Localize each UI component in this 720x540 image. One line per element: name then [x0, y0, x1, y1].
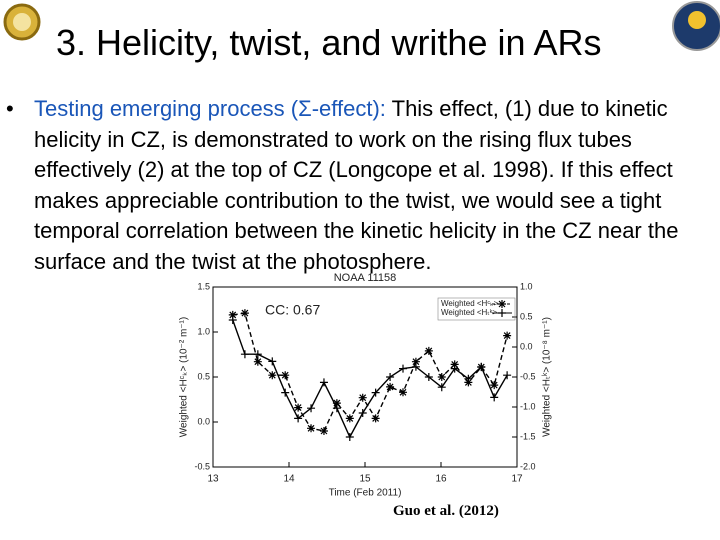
data-point — [268, 371, 277, 380]
data-point — [450, 364, 459, 373]
legend-label: Weighted <Hᶜₖ> — [441, 299, 499, 308]
data-point — [240, 350, 249, 359]
data-point — [371, 414, 380, 423]
bullet-label: Testing emerging process (Σ-effect): — [34, 96, 386, 121]
data-point — [386, 382, 395, 391]
data-point — [490, 393, 499, 402]
x-tick-label: 16 — [435, 474, 447, 485]
y-tick-label: 0.0 — [197, 416, 210, 426]
data-point — [253, 357, 262, 366]
y2-axis-label: Weighted <Hₜᵏ> (10⁻⁸ m⁻¹) — [542, 317, 553, 437]
data-point — [332, 399, 341, 408]
legend-marker — [498, 300, 506, 308]
caption: Guo et al. (2012) — [393, 503, 499, 519]
y-tick-label: 0.5 — [197, 371, 210, 381]
data-point — [319, 427, 328, 435]
y2-tick-label: 0.5 — [520, 311, 533, 321]
data-point — [294, 403, 303, 412]
data-point — [386, 373, 395, 381]
data-point — [240, 309, 249, 318]
data-point — [411, 357, 420, 366]
data-point — [228, 310, 237, 319]
series-line — [232, 312, 508, 432]
bullet-text: This effect, (1) due to kinetic helicity… — [34, 96, 679, 274]
data-point — [253, 350, 262, 359]
y2-tick-label: -1.5 — [520, 431, 536, 441]
data-point — [477, 362, 486, 371]
data-point — [424, 346, 433, 355]
y-tick-label: 1.5 — [197, 281, 210, 291]
y2-tick-label: -2.0 — [520, 461, 536, 471]
y2-tick-label: 1.0 — [520, 281, 533, 291]
y2-tick-label: -1.0 — [520, 401, 536, 411]
data-point — [503, 371, 512, 380]
y-tick-label: -0.5 — [194, 461, 210, 471]
y2-tick-label: 0.0 — [520, 341, 533, 351]
data-point — [332, 404, 341, 413]
data-point — [371, 388, 380, 397]
legend-label: Weighted <Hₜᵏ> — [441, 308, 497, 317]
data-point — [307, 404, 316, 413]
data-point — [424, 373, 433, 381]
right-logo-sun — [688, 11, 706, 29]
data-point — [437, 383, 446, 392]
data-point — [358, 393, 367, 402]
x-axis-label: Time (Feb 2011) — [329, 488, 402, 499]
data-point — [399, 388, 407, 397]
x-tick-label: 14 — [283, 474, 295, 485]
y2-tick-label: -0.5 — [520, 371, 536, 381]
data-point — [281, 388, 290, 397]
bullet: • Testing emerging process (Σ-effect): Th… — [6, 94, 714, 277]
legend-marker — [498, 309, 506, 317]
data-point — [268, 357, 277, 366]
data-point — [411, 362, 420, 371]
data-point — [490, 381, 499, 390]
data-point — [294, 414, 303, 423]
data-point — [345, 433, 354, 441]
data-point — [319, 378, 328, 387]
data-point — [437, 373, 446, 381]
y-axis-label: Weighted <Hᶜₖ> (10⁻² m⁻¹) — [179, 317, 190, 437]
legend-box — [437, 297, 516, 321]
data-point — [503, 331, 512, 340]
data-point — [399, 364, 407, 373]
data-point — [358, 409, 367, 417]
left-logo-center — [13, 13, 31, 31]
annotation: CC: 0.67 — [265, 302, 320, 318]
data-point — [464, 374, 473, 383]
data-point — [307, 424, 316, 433]
slide-title: 3. Helicity, twist, and writhe in ARs — [56, 22, 602, 63]
x-tick-label: 17 — [511, 474, 523, 485]
x-tick-label: 13 — [207, 474, 219, 485]
bullet-dot: • — [6, 96, 14, 121]
chart-title: NOAA 11158 — [334, 272, 397, 284]
data-point — [228, 316, 237, 324]
data-point — [345, 414, 354, 423]
series-line — [232, 319, 508, 439]
data-point — [281, 371, 290, 380]
y-tick-label: 1.0 — [197, 326, 210, 336]
data-point — [450, 360, 459, 369]
x-tick-label: 15 — [359, 474, 371, 485]
